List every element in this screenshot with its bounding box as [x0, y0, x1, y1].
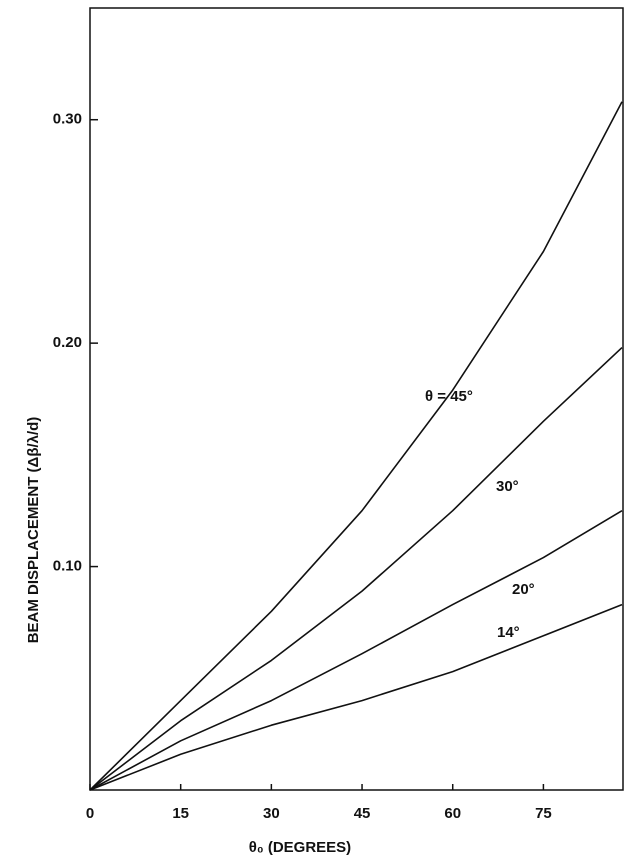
x-tick-label: 60 [444, 805, 461, 822]
y-axis-label: BEAM DISPLACEMENT (Δβ/λ/d) [25, 417, 42, 644]
x-tick-label: 45 [354, 805, 371, 822]
series-line [89, 603, 623, 791]
y-tick-label: 0.10 [53, 558, 82, 575]
plot-frame [89, 7, 624, 791]
curve-label: 20° [512, 581, 535, 598]
y-tick-label: 0.30 [53, 111, 82, 128]
series-line [89, 101, 623, 791]
curve-label: 30° [496, 478, 519, 495]
x-tick-label: 30 [263, 805, 280, 822]
curve-label: θ = 45° [425, 388, 473, 405]
curve-label: 14° [497, 624, 520, 641]
series-line [89, 510, 623, 791]
y-tick-label: 0.20 [53, 334, 82, 351]
x-tick-label: 15 [172, 805, 189, 822]
x-axis-label: θ₀ (DEGREES) [249, 839, 351, 856]
series-line [89, 347, 623, 791]
x-tick-label: 75 [535, 805, 552, 822]
x-tick-label: 0 [86, 805, 94, 822]
